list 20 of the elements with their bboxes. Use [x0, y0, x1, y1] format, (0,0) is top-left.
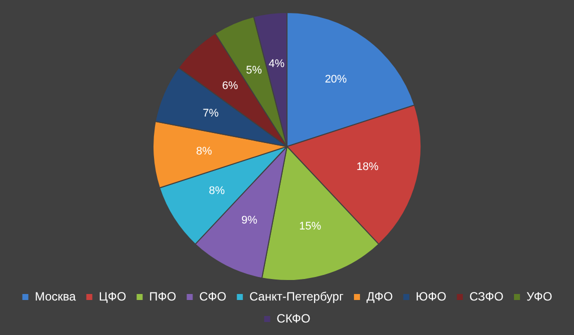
data-label: 18%	[356, 161, 379, 174]
data-label: 8%	[196, 146, 212, 158]
legend-label: ПФО	[149, 289, 176, 304]
legend-label: УФО	[526, 289, 552, 304]
data-label: 15%	[299, 220, 322, 232]
legend-label: ЮФО	[416, 289, 446, 304]
data-label: 4%	[268, 58, 285, 70]
legend-label: СКФО	[276, 311, 310, 326]
data-label: 5%	[246, 64, 262, 76]
legend-label: Санкт-Петербург	[249, 289, 344, 304]
data-label: 20%	[324, 73, 348, 86]
legend-label: СЗФО	[469, 289, 504, 304]
data-label: 7%	[202, 108, 219, 120]
data-label: 6%	[222, 80, 238, 92]
legend-label: ДФО	[366, 289, 393, 304]
legend-label: ЦФО	[98, 289, 126, 304]
legend-label: Москва	[34, 289, 76, 304]
data-label: 9%	[241, 214, 258, 227]
data-label: 8%	[208, 185, 226, 198]
legend-label: СФО	[199, 289, 226, 304]
